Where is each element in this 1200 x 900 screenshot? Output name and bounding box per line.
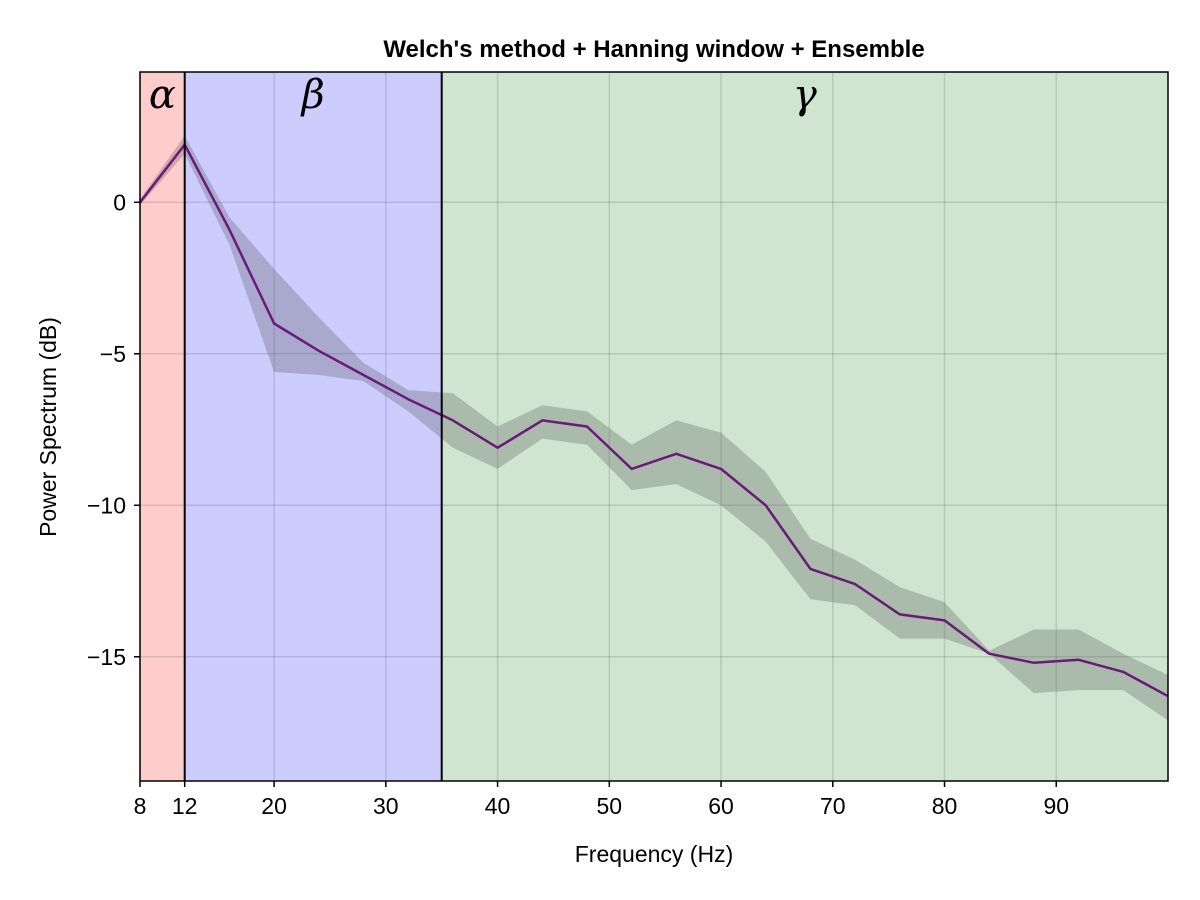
x-tick-label-9: 90 [1043,793,1069,819]
y-axis-title: Power Spectrum (dB) [35,317,61,537]
x-tick-label-3: 30 [373,793,399,819]
x-tick-label-0: 8 [134,793,147,819]
x-tick-label-6: 60 [708,793,734,819]
x-tick-label-5: 50 [597,793,623,819]
band-1 [184,72,442,781]
chart-title: Welch's method + Hanning window + Ensemb… [383,36,924,63]
x-tick-label-8: 80 [932,793,958,819]
series-line [139,143,1169,698]
x-tick-label-4: 40 [485,793,511,819]
y-tick-label-3: −15 [87,644,126,670]
plot-frame [139,71,1169,782]
band-label-0: α [149,72,176,118]
band-labels: α β γ [149,72,817,118]
y-tick-label-0: 0 [113,189,126,215]
y-tick-label-2: −10 [87,492,126,518]
x-tick-label-1: 12 [172,793,198,819]
axis-ticks: 8 12 20 30 40 50 60 70 80 90 0 −5 −10 −15 [87,189,1069,819]
x-axis-title: Frequency (Hz) [575,841,733,867]
y-tick-label-1: −5 [100,341,126,367]
band-0 [140,72,185,781]
band-label-1: β [300,72,325,118]
band-dividers [183,72,443,781]
x-tick-label-2: 20 [261,793,287,819]
x-tick-label-7: 70 [820,793,846,819]
band-label-2: γ [793,72,817,118]
